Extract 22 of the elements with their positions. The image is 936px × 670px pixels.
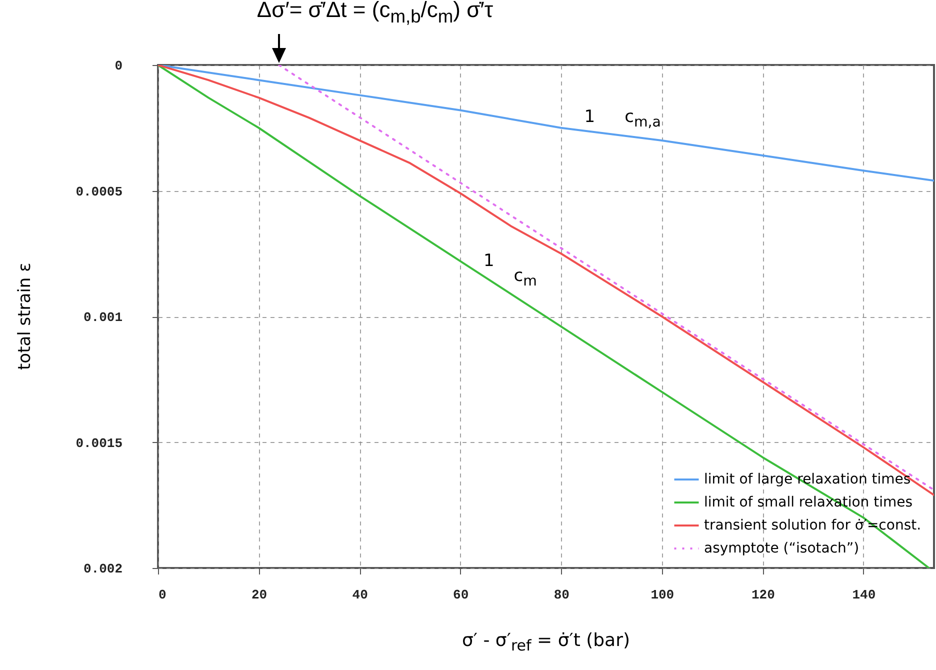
x-axis-title: σ′ - σ′$_{ref}$ = σ̇′t (bar) — [462, 630, 630, 655]
y-axis-title: total strain ε — [15, 262, 35, 370]
x-tick-label: 0 — [158, 588, 166, 602]
x-tick-label: 40 — [352, 588, 368, 602]
y-tick-label: 0 — [114, 58, 123, 74]
legend-label: asymptote (“isotach”) — [704, 540, 860, 556]
y-tick-label: 0.001 — [83, 310, 123, 325]
y-tick-label: 0.002 — [83, 562, 123, 576]
annotation: 1 — [483, 250, 494, 271]
x-tick-label: 80 — [554, 588, 570, 602]
y-tick-label: 0.0005 — [76, 184, 123, 200]
x-tick-label: 120 — [751, 588, 776, 602]
annotation: 1 — [584, 107, 596, 128]
annotation: c$_{m,a}$ — [624, 107, 661, 132]
x-tick-label: 60 — [453, 588, 469, 602]
annotation: c$_{m}$ — [514, 266, 537, 290]
legend-label: limit of large relaxation times — [704, 472, 911, 488]
y-tick-label: 0.0015 — [76, 436, 123, 451]
annotation: Δσ′= σ̇′Δt = (c$_{m,b}$/c$_{m}$) σ̇′τ — [256, 0, 494, 28]
x-tick-label: 20 — [251, 588, 268, 602]
x-tick-label: 100 — [650, 588, 674, 602]
x-tick-label: 140 — [852, 588, 876, 602]
